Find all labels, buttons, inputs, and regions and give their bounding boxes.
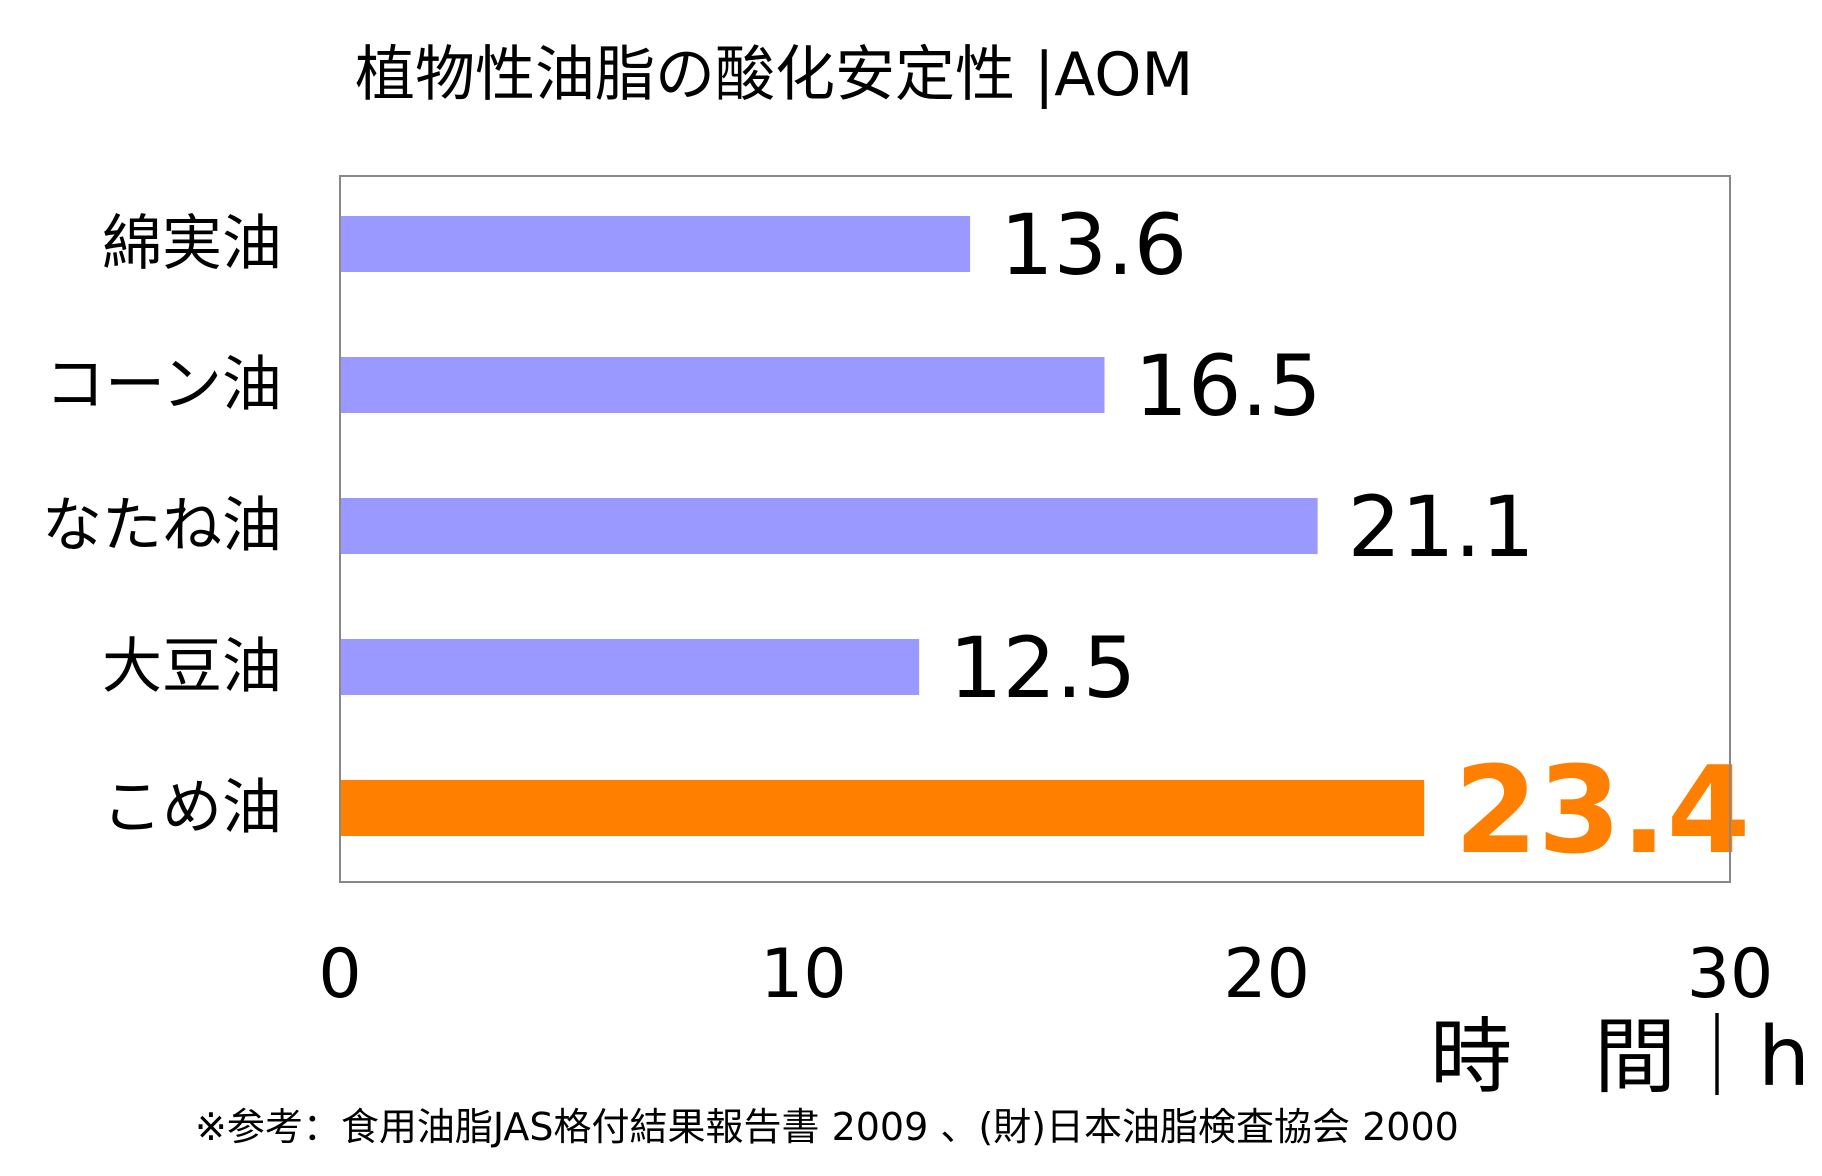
x-tick-label: 0 (318, 935, 361, 1014)
category-label: 大豆油 (102, 632, 282, 702)
value-label: 13.6 (1000, 196, 1187, 294)
bars-layer: 綿実油 13.6 コーン油 16.5 なたね油 21.1 大豆油 12.5 こめ油 23.4 (42, 196, 1750, 881)
highlight-bar (340, 780, 1425, 836)
highlight-value-label: 23.4 (1454, 742, 1750, 881)
bar (340, 216, 971, 272)
plot-frame (339, 175, 1731, 883)
x-tick-label: 20 (1223, 935, 1310, 1014)
x-axis: 0 10 20 30 (318, 935, 1773, 1014)
x-tick-label: 10 (760, 935, 847, 1014)
x-axis-label: 時 間｜h (1430, 1010, 1810, 1105)
chart-title: 植物性油脂の酸化安定性 |AOM (355, 40, 1193, 110)
value-label: 16.5 (1135, 337, 1322, 435)
bar (340, 498, 1318, 554)
category-label: こめ油 (102, 773, 282, 843)
bar (340, 357, 1105, 413)
x-tick-label: 30 (1687, 935, 1774, 1014)
category-label: なたね油 (42, 491, 282, 561)
category-label: コーン油 (45, 350, 282, 420)
category-label: 綿実油 (102, 209, 282, 279)
value-label: 12.5 (949, 619, 1136, 717)
value-label: 21.1 (1348, 478, 1535, 576)
footnote: ※参考：食用油脂JAS格付結果報告書 2009 、(財)日本油脂検査協会 200… (195, 1105, 1459, 1149)
bar (340, 639, 920, 695)
